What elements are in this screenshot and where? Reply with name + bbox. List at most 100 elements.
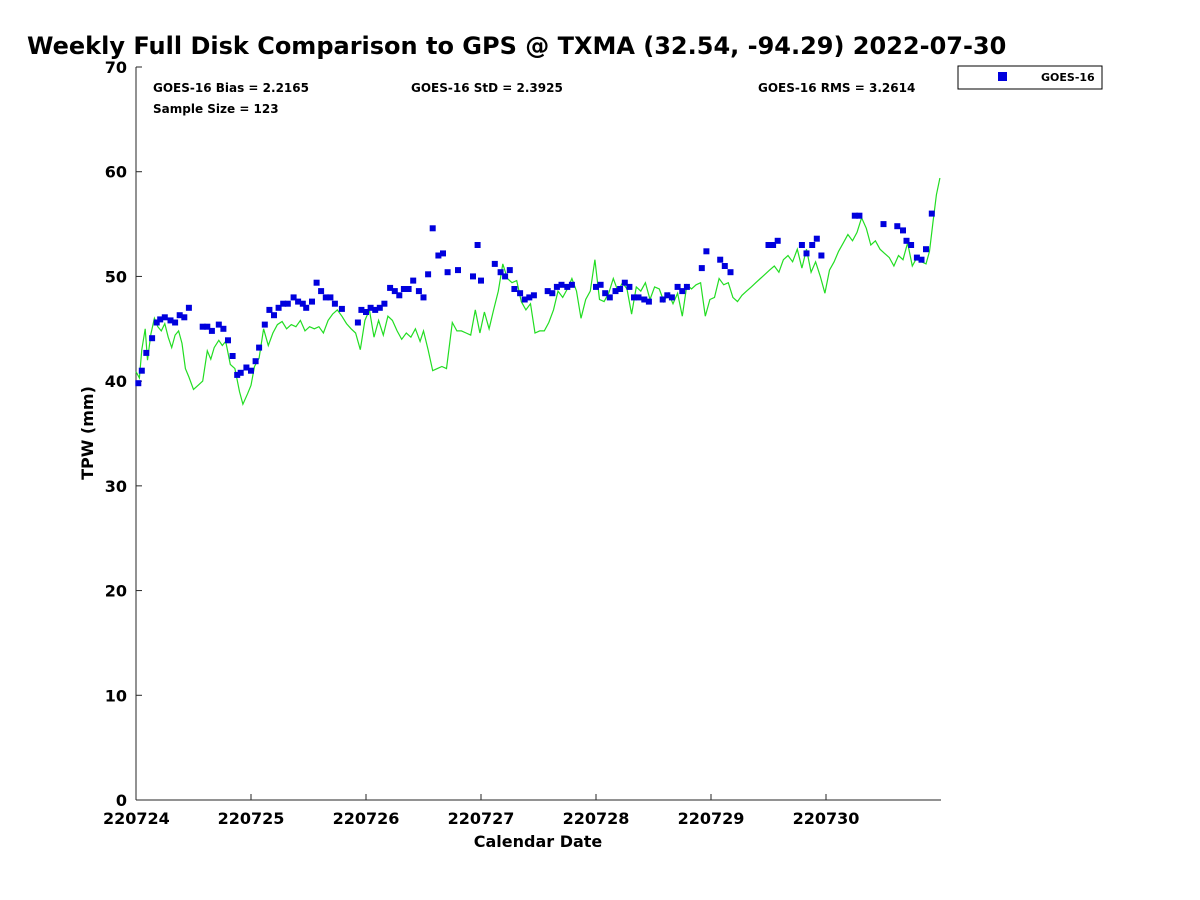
goes-data-point — [544, 288, 551, 295]
x-tick-label: 220725 — [218, 809, 285, 828]
goes-data-point — [252, 358, 259, 365]
y-tick-label: 60 — [105, 163, 127, 182]
x-tick-label: 220726 — [333, 809, 400, 828]
goes-data-point — [372, 306, 379, 313]
goes-data-point — [721, 263, 728, 269]
goes-data-point — [327, 294, 334, 301]
goes-data-point — [295, 298, 302, 305]
x-axis-label: Calendar Date — [474, 832, 603, 851]
goes-data-point — [549, 290, 556, 297]
goes-data-point — [626, 283, 633, 290]
goes-data-point — [683, 283, 690, 290]
goes-data-point — [299, 300, 306, 307]
goes-data-point — [234, 371, 241, 378]
goes-data-point — [237, 369, 244, 376]
legend-marker-goes — [998, 72, 1007, 81]
goes-data-point — [387, 284, 394, 291]
goes-data-point — [290, 294, 297, 301]
y-tick-label: 40 — [105, 372, 127, 391]
goes-data-point — [309, 298, 315, 305]
goes-data-point — [506, 267, 513, 274]
goes-data-point — [602, 290, 609, 297]
legend-box — [957, 65, 1103, 90]
goes-data-point — [172, 319, 179, 326]
goes-data-point — [425, 271, 432, 278]
goes-data-point — [256, 344, 263, 351]
goes-data-point — [703, 248, 710, 255]
plot-axes: 0 10 20 30 40 50 60 70 220724 220725 220726 220727 2… — [103, 58, 941, 828]
goes-data-point — [284, 300, 291, 307]
goes-data-point — [668, 294, 675, 301]
goes-data-point — [313, 279, 320, 286]
y-tick-label: 50 — [105, 267, 127, 286]
goes-data-point — [564, 283, 571, 290]
goes-data-point — [303, 304, 310, 311]
goes-data-point — [176, 312, 183, 319]
goes-data-point — [435, 252, 442, 259]
goes-data-point — [138, 367, 145, 374]
goes-data-point — [558, 281, 565, 288]
goes-data-point — [900, 227, 906, 234]
goes-data-point — [612, 288, 619, 295]
goes-data-point — [400, 286, 407, 292]
goes-data-point — [157, 316, 164, 323]
goes-data-point — [391, 288, 398, 295]
goes-data-point — [568, 281, 575, 288]
goes-data-point — [918, 256, 925, 263]
x-tick-label: 220729 — [678, 809, 745, 828]
y-tick-label: 10 — [105, 686, 127, 705]
goes-data-point — [517, 290, 524, 297]
stat-rms: GOES-16 RMS = 3.2614 — [758, 81, 915, 95]
goes-data-point — [717, 256, 724, 263]
goes-data-point — [204, 323, 211, 330]
goes-data-point — [727, 269, 734, 276]
y-tick-label: 20 — [105, 582, 127, 601]
stat-std: GOES-16 StD = 2.3925 — [411, 81, 563, 95]
goes-data-point — [774, 237, 781, 244]
goes-data-point — [617, 286, 624, 292]
goes-data-point — [818, 252, 825, 259]
goes-data-point — [631, 294, 637, 301]
goes-data-point — [923, 246, 929, 253]
goes-data-point — [199, 323, 206, 330]
goes-data-point — [331, 300, 338, 307]
goes-data-point — [521, 296, 528, 303]
chart-title: Weekly Full Disk Comparison to GPS @ TXM… — [27, 32, 1006, 60]
goes-data-point — [243, 364, 250, 371]
goes-data-point — [497, 269, 504, 276]
goes-data-point — [553, 283, 560, 290]
goes-data-point — [225, 337, 231, 344]
goes-data-point — [813, 235, 820, 242]
stat-bias: GOES-16 Bias = 2.2165 — [153, 81, 309, 95]
goes-data-point — [396, 292, 403, 299]
goes-data-point — [271, 312, 277, 319]
goes-data-point — [809, 242, 816, 248]
goes-data-point — [410, 277, 417, 284]
x-tick-label: 220728 — [563, 809, 630, 828]
goes-data-point — [440, 250, 446, 257]
goes-data-point — [376, 304, 383, 311]
x-tick-label: 220730 — [793, 809, 860, 828]
goes-data-point — [455, 267, 461, 274]
goes-data-point — [429, 225, 436, 232]
x-tick-label: 220724 — [103, 809, 170, 828]
goes-data-point — [674, 283, 681, 290]
stat-sample-size: Sample Size = 123 — [153, 102, 279, 116]
goes-data-point — [153, 319, 160, 326]
goes-data-point — [381, 300, 388, 307]
goes-data-point — [903, 237, 910, 244]
goes-data-point — [208, 327, 215, 334]
goes-data-point — [444, 269, 451, 276]
goes-data-point — [593, 283, 599, 290]
goes-data-point — [367, 304, 374, 311]
goes-data-point — [470, 273, 476, 280]
goes-data-point — [856, 212, 863, 219]
goes-data-point — [679, 288, 686, 295]
goes-data-point — [928, 210, 935, 217]
goes-data-point — [641, 296, 648, 303]
goes-data-point — [261, 321, 268, 328]
goes-data-point — [266, 306, 273, 313]
goes-data-point — [770, 242, 777, 248]
goes-data-point — [143, 349, 150, 356]
goes-data-point — [161, 314, 168, 321]
